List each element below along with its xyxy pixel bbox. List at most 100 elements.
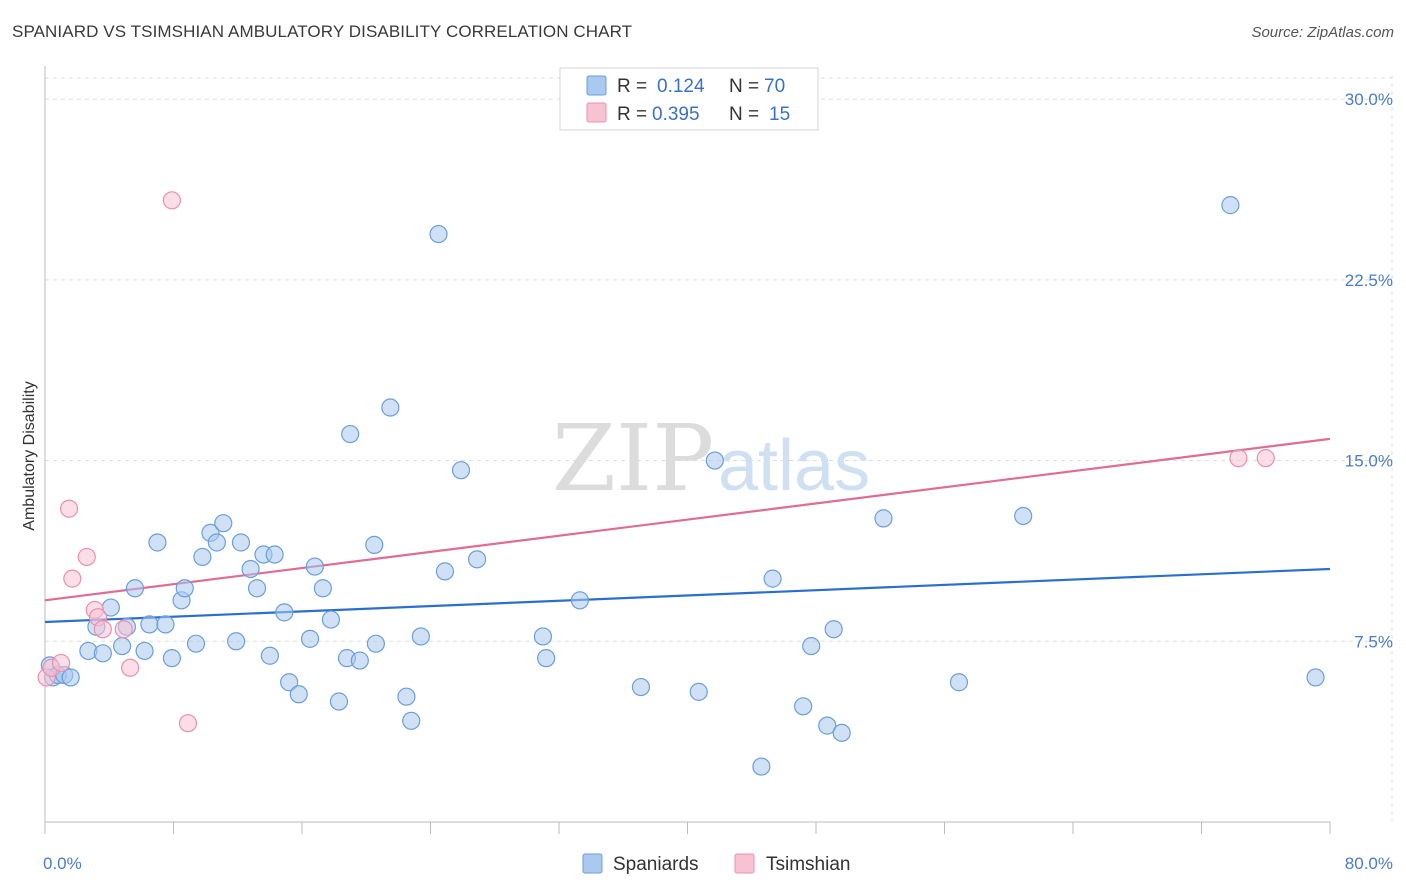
spaniards-point	[832, 723, 851, 742]
spaniards-point	[818, 716, 837, 735]
spaniards-point	[61, 668, 80, 687]
tsimshian-point	[77, 547, 96, 567]
spaniards-point	[265, 545, 284, 564]
spaniards-point	[231, 533, 251, 552]
spaniards-point	[313, 579, 332, 598]
spaniards-point	[289, 685, 308, 704]
spaniards-point	[300, 629, 320, 648]
tick-labels-layer: 7.5% 15.0% 22.5% 30.0% 0.0% 80.0%	[43, 90, 1393, 873]
spaniards-point	[135, 641, 154, 661]
spaniards-point	[156, 615, 175, 634]
tsimshian-point	[1256, 449, 1275, 468]
y-axis-label: Ambulatory Disability	[21, 381, 38, 530]
spaniards-point	[570, 591, 589, 610]
spaniards-trend-line	[44, 567, 1331, 624]
legend-n-value-tsimshian: 15	[769, 104, 790, 125]
legend-r-value-spaniards: 0.124	[657, 76, 705, 97]
spaniards-point	[802, 636, 821, 656]
spaniards-point	[260, 646, 279, 665]
spaniards-point	[381, 398, 400, 417]
tsimshian-point	[178, 714, 198, 733]
tsimshian-point	[162, 191, 181, 210]
spaniards-point	[1014, 506, 1033, 526]
watermark-atlas: atlas	[718, 426, 870, 506]
spaniards-point	[93, 644, 112, 663]
legend-n-value-spaniards: 70	[764, 76, 785, 97]
spaniards-point	[241, 559, 260, 579]
spaniards-point	[321, 610, 341, 629]
stats-legend: R = 0.124 N = 70 R = 0.395 N = 15	[559, 67, 819, 131]
legend-n-label-spaniards: N =	[729, 76, 759, 97]
source-label: Source: ZipAtlas.com	[1251, 24, 1394, 41]
spaniards-point	[397, 687, 416, 706]
y-tick-label-2: 22.5%	[1345, 271, 1393, 290]
spaniards-point	[227, 632, 246, 651]
x-tick-label-0: 0.0%	[43, 854, 82, 873]
axes-layer	[44, 66, 1331, 834]
spaniards-point	[794, 697, 813, 716]
tsimshian-point	[121, 658, 140, 677]
tsimshian-point	[93, 620, 112, 639]
spaniards-point	[429, 224, 448, 244]
spaniards-point	[949, 673, 969, 692]
spaniards-point	[186, 634, 206, 653]
spaniards-point	[705, 451, 724, 470]
spaniards-point	[140, 615, 159, 634]
spaniards-point	[214, 514, 233, 533]
spaniards-point	[112, 636, 132, 656]
bottom-legend-swatch-tsimshian	[734, 853, 755, 874]
spaniards-point	[1306, 668, 1325, 687]
y-tick-label-1: 15.0%	[1345, 452, 1393, 471]
spaniards-point	[365, 535, 384, 554]
legend-r-label-tsimshian: R =	[617, 104, 647, 125]
x-tick-label-1: 80.0%	[1345, 854, 1393, 873]
spaniards-point	[402, 711, 421, 730]
y-tick-label-0: 7.5%	[1354, 632, 1393, 651]
legend-r-label-spaniards: R =	[617, 76, 647, 97]
trendlines-layer	[44, 437, 1331, 624]
tsimshian-point	[63, 569, 82, 588]
spaniards-point	[305, 557, 324, 576]
tsimshian-point	[114, 620, 133, 639]
legend-n-label-tsimshian: N =	[729, 104, 759, 125]
y-tick-label-3: 30.0%	[1345, 90, 1393, 109]
legend-r-value-tsimshian: 0.395	[652, 104, 700, 125]
tsimshian-trend-line	[44, 437, 1331, 602]
chart-title: SPANIARD VS TSIMSHIAN AMBULATORY DISABIL…	[12, 22, 633, 41]
watermark-zip: ZIP	[552, 405, 714, 512]
series-legend: Spaniards Tsimshian	[582, 853, 850, 875]
spaniards-point	[411, 627, 430, 646]
spaniards-point	[275, 603, 294, 622]
bottom-legend-label-spaniards: Spaniards	[613, 854, 699, 875]
spaniards-point	[533, 627, 553, 646]
spaniards-point	[537, 649, 556, 668]
spaniards-point	[1221, 196, 1240, 215]
spaniards-point	[280, 673, 299, 692]
spaniards-point	[467, 550, 487, 569]
spaniards-point	[175, 579, 194, 598]
spaniards-point	[752, 757, 771, 776]
spaniards-point	[874, 509, 893, 528]
spaniards-point	[763, 569, 782, 588]
spaniards-point	[435, 562, 455, 581]
points-layer	[37, 191, 1325, 776]
spaniards-point	[148, 533, 167, 552]
spaniards-point	[193, 547, 212, 567]
legend-swatch-tsimshian	[586, 102, 607, 123]
spaniards-point	[631, 677, 651, 697]
bottom-legend-label-tsimshian: Tsimshian	[766, 854, 850, 875]
tsimshian-point	[59, 499, 79, 518]
spaniards-point	[366, 634, 385, 653]
bottom-legend-swatch-spaniards	[582, 853, 603, 874]
spaniards-point	[341, 424, 360, 444]
spaniards-point	[824, 620, 843, 639]
spaniards-point	[125, 579, 145, 598]
spaniards-point	[451, 461, 471, 480]
legend-swatch-spaniards	[586, 75, 607, 96]
spaniards-point	[162, 649, 181, 668]
spaniards-point	[207, 533, 226, 552]
spaniards-point	[247, 579, 267, 598]
spaniards-point	[329, 692, 349, 711]
spaniards-point	[689, 682, 708, 701]
